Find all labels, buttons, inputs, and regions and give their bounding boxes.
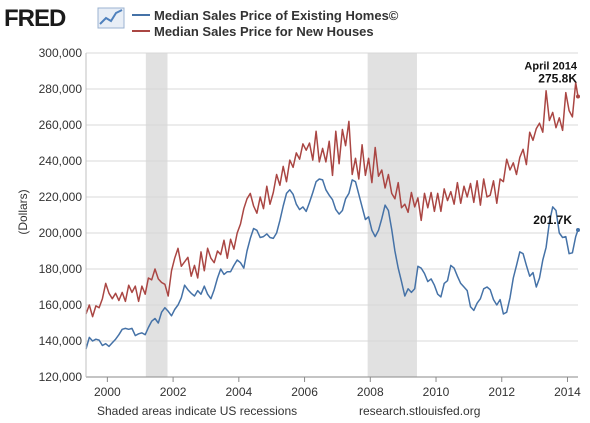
x-tick-label: 2010 — [423, 385, 450, 399]
recession-band — [145, 53, 168, 377]
x-tick-label: 2006 — [291, 385, 318, 399]
annotation-value: 201.7K — [533, 213, 572, 227]
x-tick-label: 2002 — [160, 385, 187, 399]
y-tick-label: 300,000 — [39, 46, 83, 60]
x-tick-label: 2014 — [554, 385, 581, 399]
annotation-marker — [576, 227, 580, 232]
recession-note: Shaded areas indicate US recessions — [97, 404, 297, 418]
x-tick-label: 2012 — [488, 385, 515, 399]
annotation-date: April 2014 — [524, 61, 577, 73]
recession-band — [367, 53, 417, 377]
y-axis-title: (Dollars) — [16, 189, 30, 234]
fred-logo-graph-icon — [97, 7, 125, 29]
y-tick-label: 280,000 — [39, 82, 83, 96]
series-lines — [85, 81, 579, 350]
y-tick-label: 200,000 — [39, 226, 83, 240]
y-tick-label: 160,000 — [39, 298, 83, 312]
x-tick-label: 2000 — [94, 385, 121, 399]
legend-label-existing: Median Sales Price of Existing Homes© — [154, 8, 399, 23]
legend: Median Sales Price of Existing Homes© Me… — [132, 8, 399, 39]
annotation-marker — [576, 94, 580, 99]
y-tick-label: 240,000 — [39, 154, 83, 168]
y-tick-label: 260,000 — [39, 118, 83, 132]
legend-item-existing[interactable]: Median Sales Price of Existing Homes© — [132, 8, 399, 23]
series-line-new-houses[interactable] — [85, 81, 579, 318]
y-tick-label: 220,000 — [39, 190, 83, 204]
y-tick-label: 180,000 — [39, 262, 83, 276]
annotation-value: 275.8K — [538, 72, 577, 86]
x-tick-label: 2008 — [357, 385, 384, 399]
plot-area: 120,000 140,000 160,000 180,000 200,000 220,0… — [39, 46, 582, 399]
fred-logo: FRED — [4, 5, 125, 32]
x-tick-label: 2004 — [225, 385, 252, 399]
recession-bands — [145, 53, 417, 377]
axes: 120,000 140,000 160,000 180,000 200,000 220,0… — [39, 46, 582, 399]
fred-logo-text: FRED — [4, 5, 66, 32]
legend-item-new[interactable]: Median Sales Price for New Houses — [132, 24, 374, 39]
y-tick-label: 140,000 — [39, 334, 83, 348]
source-link[interactable]: research.stlouisfed.org — [359, 404, 480, 418]
y-tick-label: 120,000 — [39, 370, 83, 384]
series-line-existing-homes[interactable] — [85, 178, 579, 350]
legend-label-new: Median Sales Price for New Houses — [154, 24, 374, 39]
